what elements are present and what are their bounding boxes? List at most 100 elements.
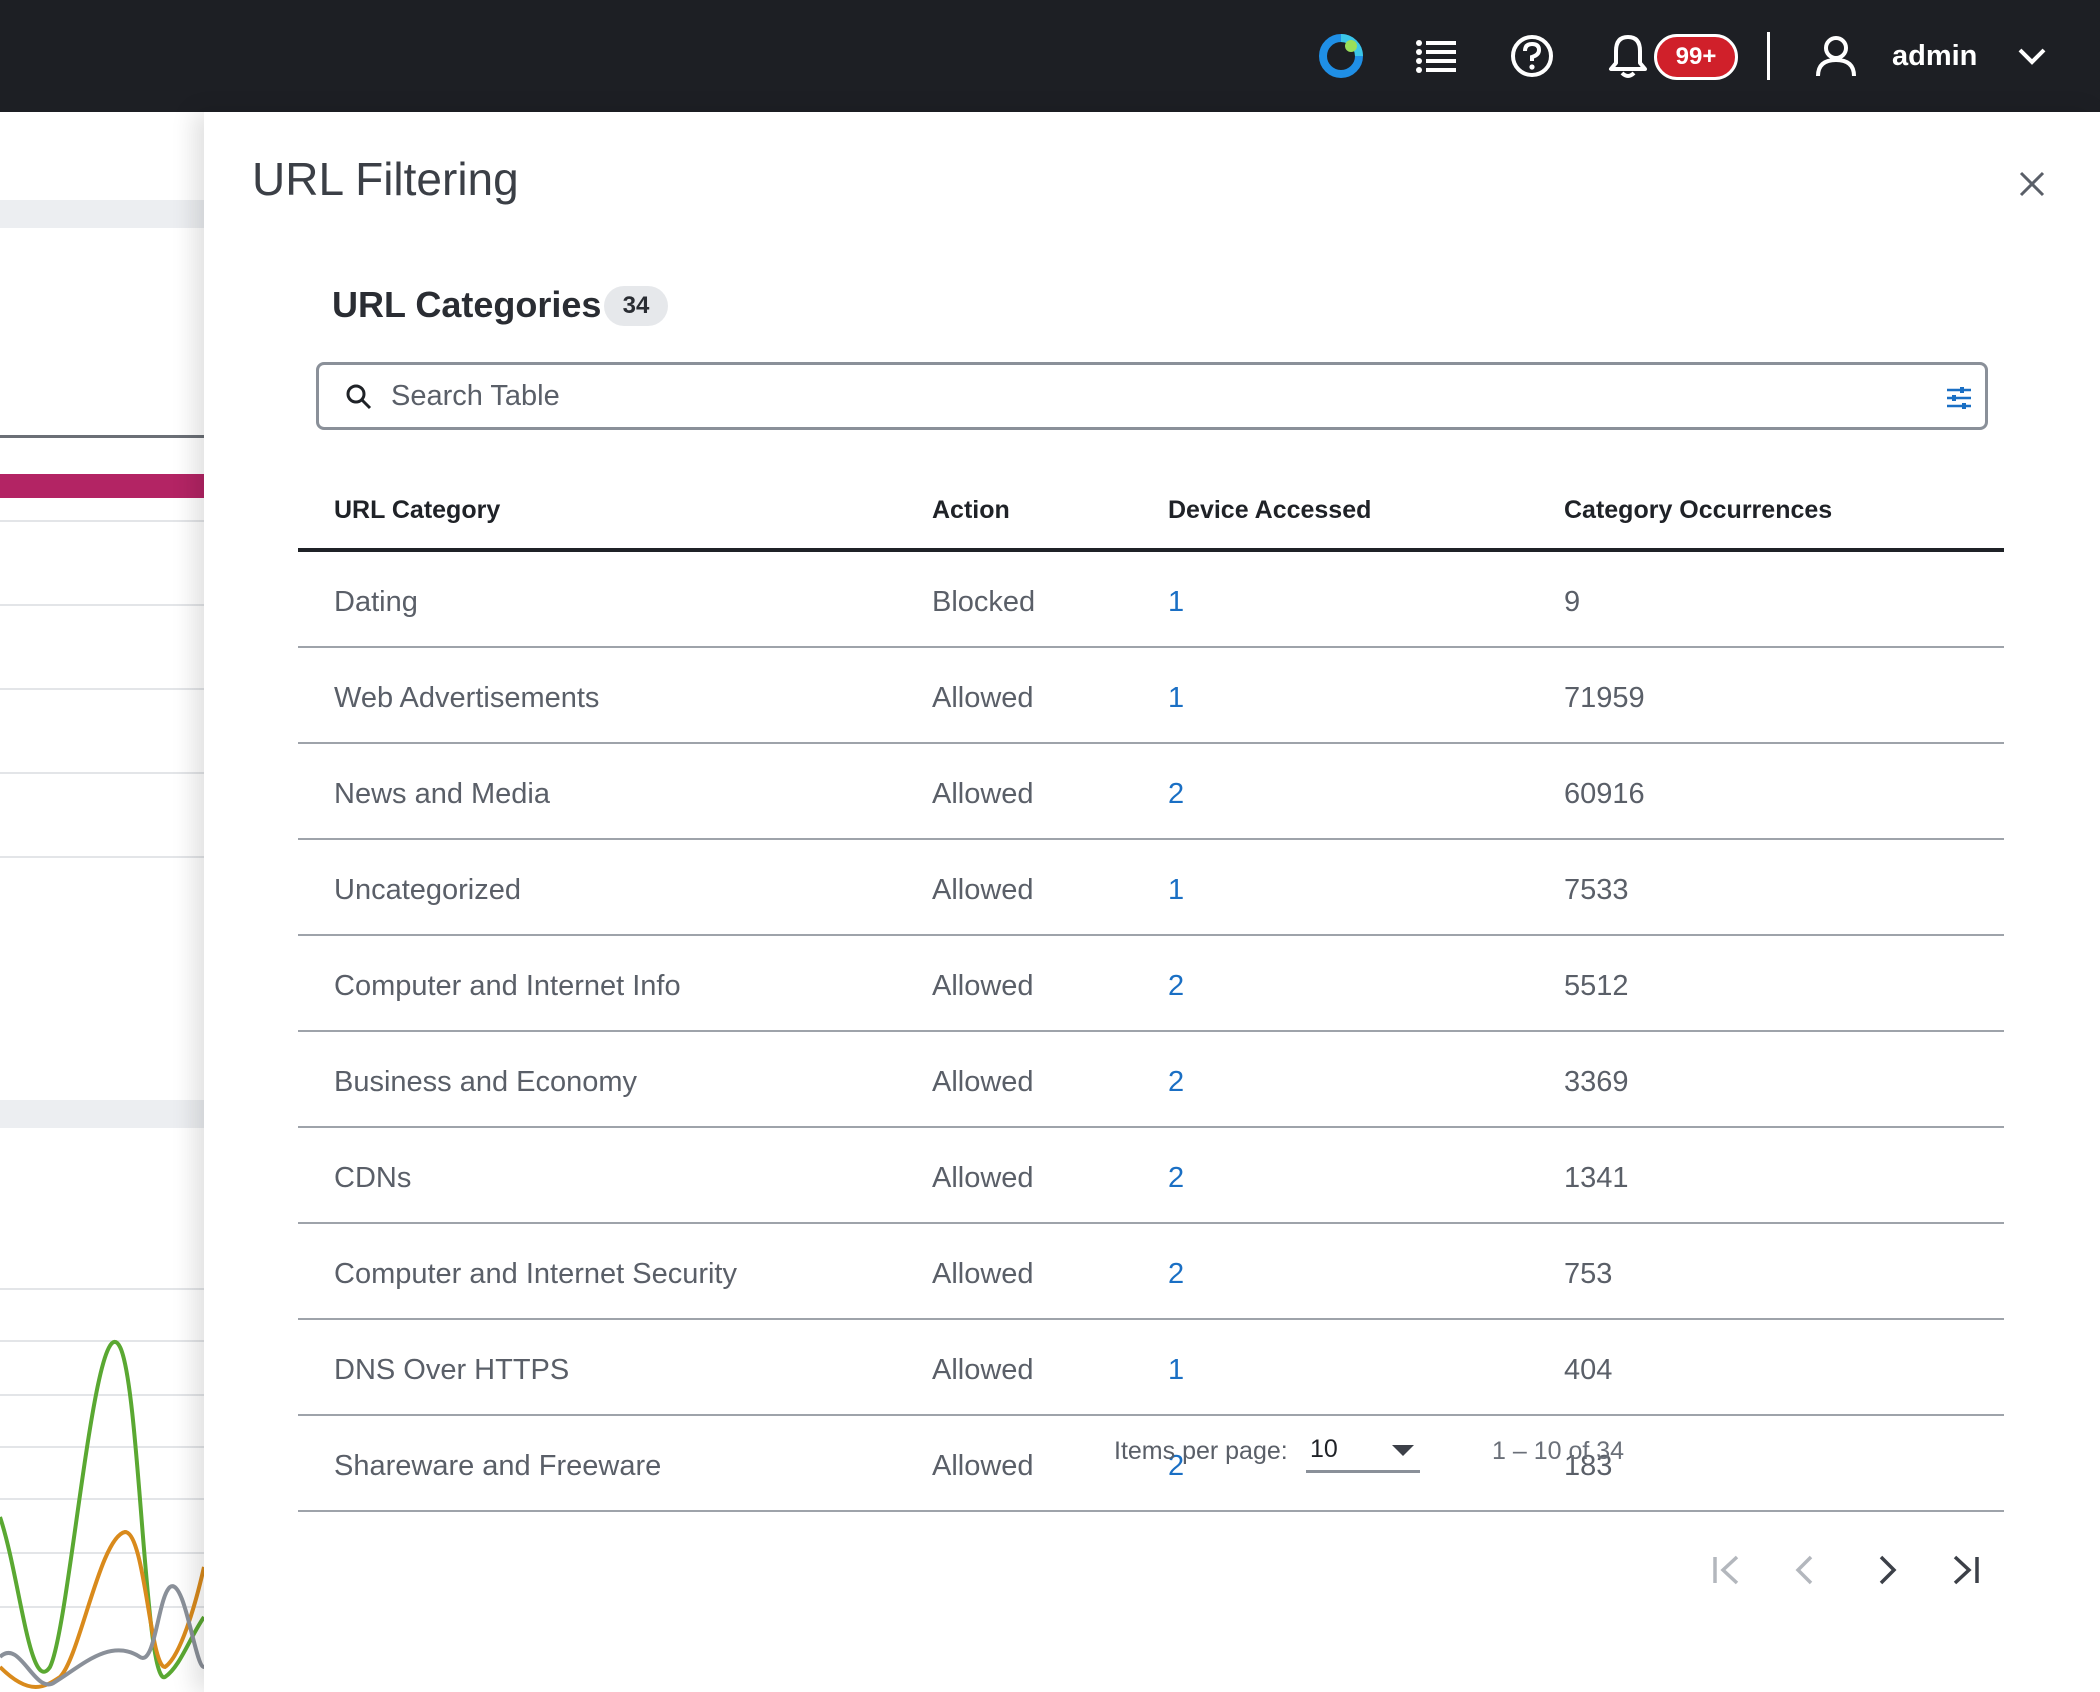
cell-category: DNS Over HTTPS [334, 1354, 570, 1386]
cell-action: Allowed [932, 778, 1034, 810]
section-title: URL Categories [332, 284, 602, 325]
cell-devices-link[interactable]: 2 [1168, 1258, 1185, 1290]
cell-action: Allowed [932, 1450, 1034, 1482]
logo-icon[interactable] [1314, 0, 1368, 112]
column-header-action[interactable]: Action [932, 496, 1010, 524]
drawer-title: URL Filtering [252, 153, 519, 205]
background-line [0, 688, 204, 690]
cell-devices-link[interactable]: 1 [1168, 1354, 1185, 1386]
help-icon[interactable] [1504, 0, 1560, 112]
cell-occurrences: 753 [1564, 1258, 1613, 1290]
background-line [0, 856, 204, 858]
table-row[interactable]: Business and Economy Allowed 2 3369 [298, 1032, 2004, 1128]
search-box[interactable] [316, 362, 1988, 430]
table-header: URL Category Action Device Accessed Cate… [298, 466, 2004, 552]
cell-action: Allowed [932, 1354, 1034, 1386]
cell-category: Web Advertisements [334, 682, 600, 714]
background-band [0, 1100, 204, 1128]
background-band [0, 200, 204, 228]
cell-action: Allowed [932, 1066, 1034, 1098]
bell-icon[interactable] [1598, 0, 1658, 112]
background-line [0, 1552, 204, 1554]
search-icon [346, 384, 372, 410]
background-line-chart [0, 1340, 204, 1689]
table-row[interactable]: Computer and Internet Info Allowed 2 551… [298, 936, 2004, 1032]
cell-action: Allowed [932, 970, 1034, 1002]
items-per-page-value: 10 [1310, 1435, 1338, 1463]
first-page-icon[interactable] [1704, 1548, 1748, 1592]
cell-occurrences: 60916 [1564, 778, 1645, 810]
table-row[interactable]: CDNs Allowed 2 1341 [298, 1128, 2004, 1224]
prev-page-icon[interactable] [1784, 1548, 1828, 1592]
cell-occurrences: 1341 [1564, 1162, 1629, 1194]
background-divider [0, 435, 204, 438]
cell-devices-link[interactable]: 2 [1168, 1162, 1185, 1194]
cell-occurrences: 3369 [1564, 1066, 1629, 1098]
cell-devices-link[interactable]: 1 [1168, 586, 1185, 618]
cell-action: Allowed [932, 1258, 1034, 1290]
background-line [0, 520, 204, 522]
background-line [0, 1340, 204, 1342]
search-input[interactable] [391, 375, 1891, 417]
cell-action: Allowed [932, 874, 1034, 906]
cell-category: Shareware and Freeware [334, 1450, 662, 1482]
column-header-device-accessed[interactable]: Device Accessed [1168, 496, 1372, 524]
cell-devices-link[interactable]: 2 [1168, 778, 1185, 810]
url-filtering-drawer: URL Filtering URL Categories 34 URL Cate… [204, 112, 2100, 1692]
filter-settings-icon[interactable] [1945, 385, 1973, 411]
table-row[interactable]: Web Advertisements Allowed 1 71959 [298, 648, 2004, 744]
cell-devices-link[interactable]: 2 [1168, 1066, 1185, 1098]
cell-occurrences: 404 [1564, 1354, 1613, 1386]
next-page-icon[interactable] [1864, 1548, 1908, 1592]
cell-category: CDNs [334, 1162, 412, 1194]
column-header-category-occurrences[interactable]: Category Occurrences [1564, 496, 1833, 524]
background-line [0, 1288, 204, 1290]
cell-occurrences: 5512 [1564, 970, 1629, 1002]
cell-devices-link[interactable]: 2 [1168, 1450, 1185, 1482]
cell-devices-link[interactable]: 1 [1168, 682, 1185, 714]
pagination-range: 1 – 10 of 34 [1492, 1437, 1625, 1465]
cell-category: Dating [334, 586, 418, 618]
user-icon[interactable] [1808, 0, 1864, 112]
notification-badge[interactable]: 99+ [1654, 34, 1738, 80]
background-line [0, 1394, 204, 1396]
background-line [0, 1606, 204, 1608]
cell-action: Allowed [932, 1162, 1034, 1194]
chevron-down-icon[interactable] [2010, 0, 2054, 112]
background-line [0, 604, 204, 606]
topbar-divider [1767, 32, 1770, 80]
username-label[interactable]: admin [1892, 40, 1978, 72]
table-row[interactable]: DNS Over HTTPS Allowed 1 404 [298, 1320, 2004, 1416]
task-list-icon[interactable] [1408, 0, 1464, 112]
cell-occurrences: 183 [1564, 1450, 1613, 1482]
background-dashboard [0, 112, 204, 1692]
caret-down-icon [1392, 1445, 1414, 1456]
cell-devices-link[interactable]: 2 [1168, 970, 1185, 1002]
table-row[interactable]: Shareware and Freeware Allowed 2 183 [298, 1416, 2004, 1512]
items-per-page-label: Items per page: [1114, 1437, 1288, 1465]
cell-category: Computer and Internet Security [334, 1258, 737, 1290]
cell-occurrences: 9 [1564, 586, 1581, 618]
table-row[interactable]: News and Media Allowed 2 60916 [298, 744, 2004, 840]
category-count-badge: 34 [604, 286, 668, 326]
cell-devices-link[interactable]: 1 [1168, 874, 1185, 906]
cell-category: Business and Economy [334, 1066, 638, 1098]
cell-occurrences: 7533 [1564, 874, 1629, 906]
cell-action: Blocked [932, 586, 1036, 618]
column-header-url-category[interactable]: URL Category [334, 496, 501, 524]
cell-action: Allowed [932, 682, 1034, 714]
table-row[interactable]: Dating Blocked 1 9 [298, 552, 2004, 648]
cell-category: News and Media [334, 778, 550, 810]
items-per-page-select[interactable]: 10 [1306, 1425, 1420, 1473]
table-row[interactable]: Computer and Internet Security Allowed 2… [298, 1224, 2004, 1320]
cell-occurrences: 71959 [1564, 682, 1645, 714]
background-line [0, 772, 204, 774]
background-line [0, 1446, 204, 1448]
last-page-icon[interactable] [1944, 1548, 1988, 1592]
table-row[interactable]: Uncategorized Allowed 1 7533 [298, 840, 2004, 936]
top-navigation-bar: 99+ admin [0, 0, 2100, 112]
close-icon[interactable] [2012, 164, 2052, 204]
background-bar [0, 474, 204, 498]
cell-category: Computer and Internet Info [334, 970, 681, 1002]
url-categories-table: URL Category Action Device Accessed Cate… [298, 466, 2004, 1512]
